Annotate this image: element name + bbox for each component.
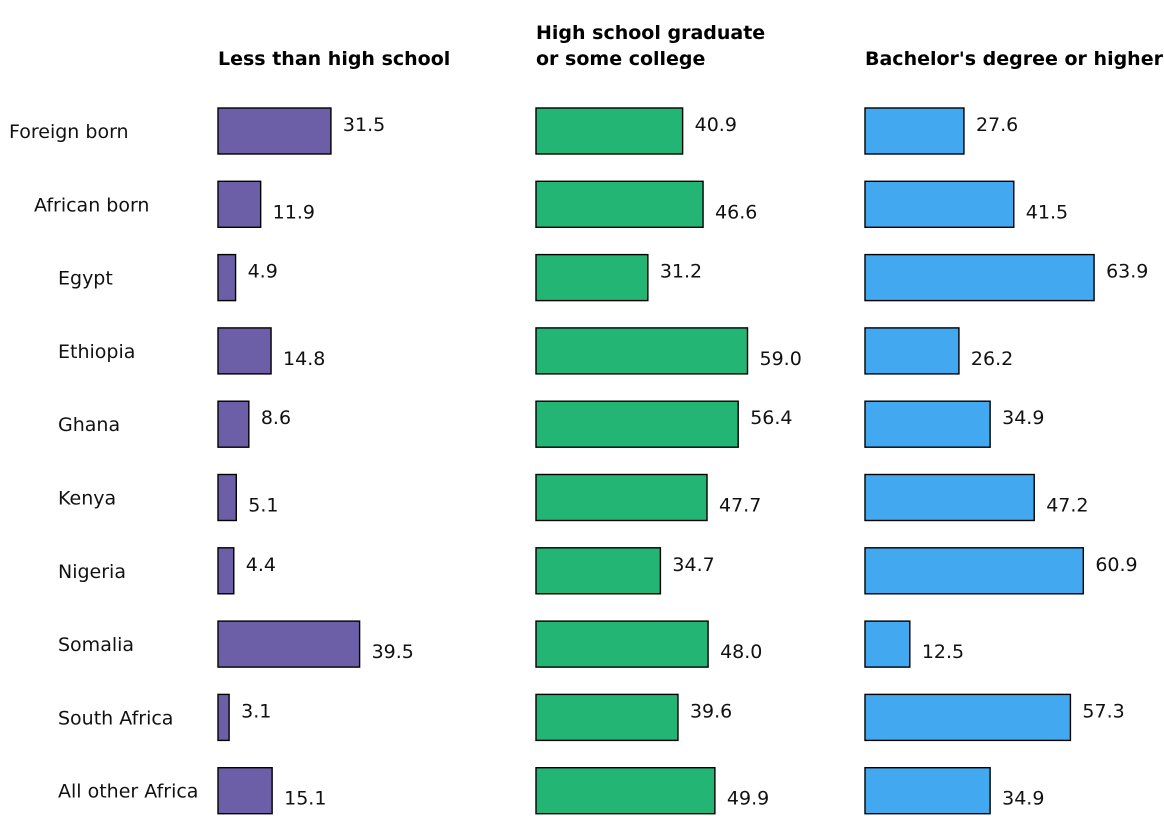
value-label-panel-3-south-africa: 57.3: [1082, 700, 1124, 722]
value-label-panel-3-ethiopia: 26.2: [971, 348, 1013, 370]
bar-panel-2-egypt: [535, 253, 649, 302]
bar-panel-1-south-africa: [217, 693, 230, 742]
value-label-panel-1-ghana: 8.6: [261, 407, 291, 429]
bar-panel-2-ghana: [535, 400, 739, 448]
row-label-african-born: African born: [34, 194, 149, 216]
value-label-panel-3-ghana: 34.9: [1002, 407, 1044, 429]
value-label-panel-1-somalia: 39.5: [372, 641, 414, 663]
value-label-panel-1-egypt: 4.9: [248, 261, 278, 283]
row-label-all-other-africa: All other Africa: [58, 781, 198, 803]
panel-title-2-line-2: or some college: [536, 48, 705, 70]
value-label-panel-1-ethiopia: 14.8: [283, 348, 325, 370]
row-label-foreign-born: Foreign born: [9, 121, 129, 143]
bar-panel-3-somalia: [864, 620, 911, 668]
row-label-somalia: Somalia: [58, 634, 134, 656]
value-label-panel-2-nigeria: 34.7: [672, 554, 714, 576]
value-label-panel-2-egypt: 31.2: [660, 261, 702, 283]
bars: [217, 107, 1095, 815]
bar-panel-3-african-born: [864, 180, 1015, 229]
value-label-panel-3-all-other-africa: 34.9: [1002, 788, 1044, 810]
bar-panel-3-nigeria: [864, 547, 1085, 595]
value-label-panel-2-ghana: 56.4: [750, 407, 792, 429]
bar-panel-1-ethiopia: [217, 327, 272, 375]
row-label-ethiopia: Ethiopia: [58, 341, 135, 363]
bar-panel-1-african-born: [217, 180, 262, 229]
bar-panel-3-kenya: [864, 473, 1035, 522]
bar-panel-3-foreign-born: [864, 107, 965, 155]
panel-title-3-line-1: Bachelor's degree or higher: [865, 48, 1164, 70]
panel-title-2-line-1: High school graduate: [536, 22, 765, 44]
value-label-panel-1-all-other-africa: 15.1: [284, 788, 326, 810]
row-label-nigeria: Nigeria: [58, 561, 126, 583]
value-labels: 31.5 11.9 4.9 14.8 8.6 5.1 4.4 39.5 3.1 15.1 40.9 4…: [241, 114, 1148, 810]
bar-panel-3-egypt: [864, 253, 1095, 302]
bar-panel-3-ethiopia: [864, 327, 960, 375]
bar-panel-2-all-other-africa: [535, 767, 716, 815]
value-label-panel-2-all-other-africa: 49.9: [727, 788, 769, 810]
value-label-panel-3-somalia: 12.5: [922, 641, 964, 663]
bar-panel-2-somalia: [535, 620, 709, 668]
bar-panel-2-foreign-born: [535, 107, 684, 155]
bar-panel-2-south-africa: [535, 693, 679, 742]
bar-panel-1-ghana: [217, 400, 250, 448]
value-label-panel-1-nigeria: 4.4: [246, 554, 276, 576]
value-label-panel-1-foreign-born: 31.5: [343, 114, 385, 136]
bar-panel-1-egypt: [217, 253, 237, 302]
value-label-panel-1-kenya: 5.1: [248, 495, 278, 517]
value-label-panel-2-ethiopia: 59.0: [760, 348, 802, 370]
bar-panel-1-all-other-africa: [217, 767, 273, 815]
panel-title-1-line-1: Less than high school: [218, 48, 450, 70]
row-label-ghana: Ghana: [58, 414, 120, 436]
bar-panel-2-nigeria: [535, 547, 662, 595]
value-label-panel-3-kenya: 47.2: [1046, 495, 1088, 517]
bar-panel-2-ethiopia: [535, 327, 749, 375]
value-label-panel-2-kenya: 47.7: [719, 495, 761, 517]
row-labels: Foreign born African born Egypt Ethiopia Gha…: [9, 121, 198, 803]
bar-panel-2-kenya: [535, 473, 708, 522]
value-label-panel-2-foreign-born: 40.9: [695, 114, 737, 136]
row-label-south-africa: South Africa: [58, 707, 173, 729]
bar-panel-1-kenya: [217, 473, 237, 522]
bar-panel-1-somalia: [217, 620, 361, 668]
value-label-panel-2-south-africa: 39.6: [690, 700, 732, 722]
value-label-panel-2-african-born: 46.6: [715, 201, 757, 223]
bar-panel-3-all-other-africa: [864, 767, 991, 815]
value-label-panel-3-african-born: 41.5: [1026, 201, 1068, 223]
row-label-kenya: Kenya: [58, 488, 116, 510]
value-label-panel-3-foreign-born: 27.6: [976, 114, 1018, 136]
bar-panel-2-african-born: [535, 180, 704, 229]
bar-panel-1-nigeria: [217, 547, 235, 595]
value-label-panel-1-african-born: 11.9: [273, 201, 315, 223]
bar-panel-3-ghana: [864, 400, 991, 448]
value-label-panel-2-somalia: 48.0: [720, 641, 762, 663]
value-label-panel-1-south-africa: 3.1: [241, 700, 271, 722]
panel-titles: Less than high school High school graduat…: [218, 22, 1164, 70]
bar-panel-1-foreign-born: [217, 107, 332, 155]
row-label-egypt: Egypt: [58, 268, 113, 290]
value-label-panel-3-egypt: 63.9: [1106, 261, 1148, 283]
value-label-panel-3-nigeria: 60.9: [1095, 554, 1137, 576]
bar-panel-3-south-africa: [864, 693, 1072, 742]
